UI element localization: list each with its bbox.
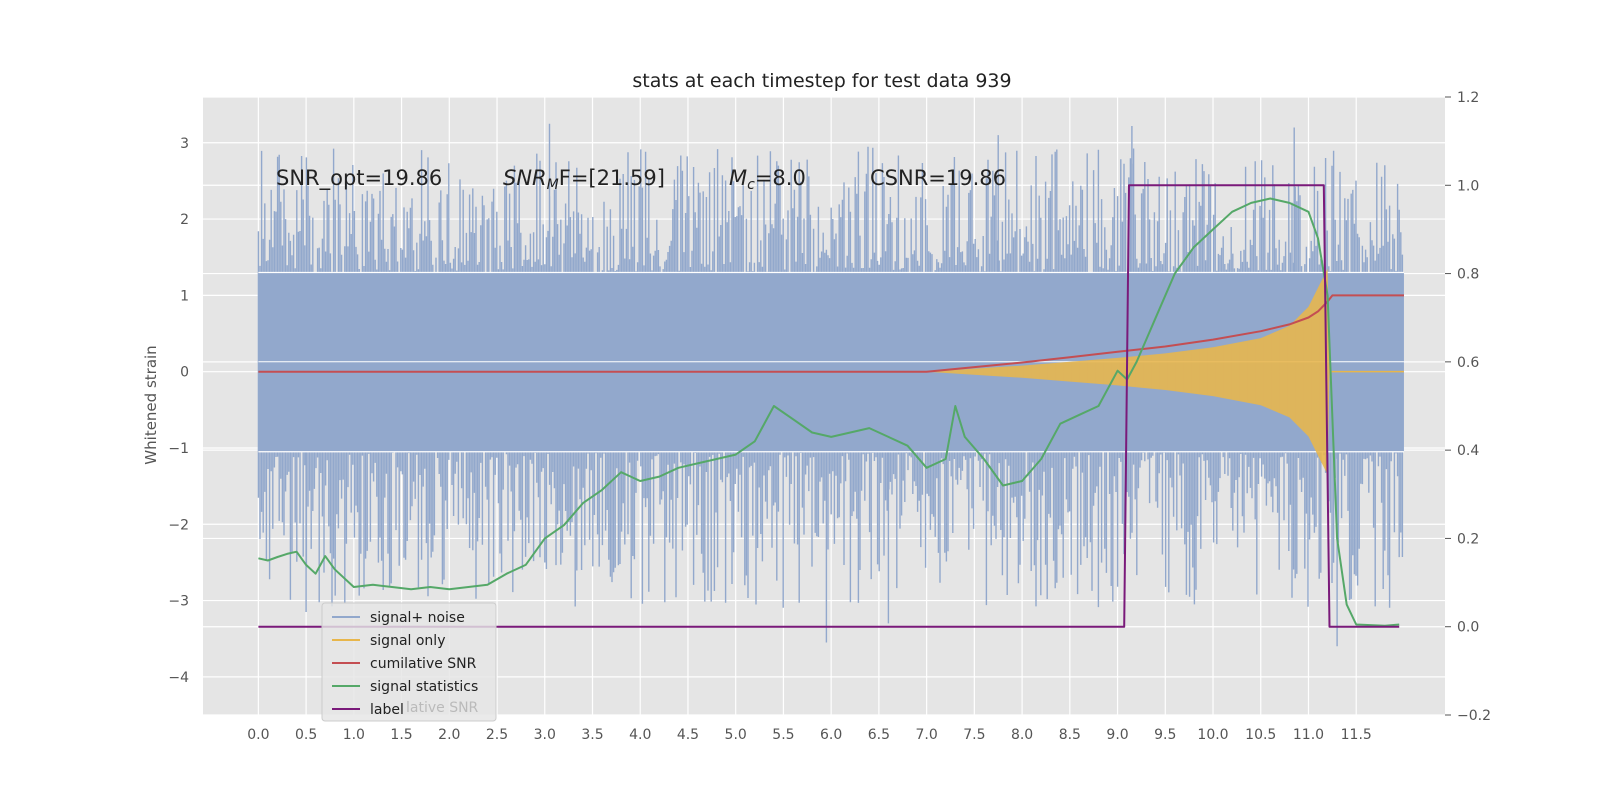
y2-tick-label: 0.4 [1457,443,1479,459]
y2-tick-label: 0.6 [1457,355,1479,371]
legend-label: label [370,702,404,718]
y-tick-label: −4 [168,670,189,686]
x-tick-label: 5.0 [725,727,747,743]
x-tick-label: 11.0 [1293,727,1324,743]
x-tick-label: 2.5 [486,727,508,743]
x-tick-label: 5.5 [772,727,794,743]
x-tick-label: 4.5 [677,727,699,743]
x-tick-label: 7.5 [963,727,985,743]
x-tick-label: 2.0 [438,727,460,743]
annotation-snr-mf: SNRMF=[21.59] [503,166,665,193]
series-line-signal-statistics [258,197,1400,627]
x-tick-label: 6.5 [868,727,890,743]
legend-label: signal only [370,633,445,649]
y2-tick-label: 0.8 [1457,267,1479,283]
y2-tick-label: 1.0 [1457,178,1479,194]
series-line-label [258,184,1400,628]
x-tick-label: 3.0 [534,727,556,743]
x-tick-label: 8.0 [1011,727,1033,743]
legend-label: signal statistics [370,679,478,695]
x-tick-label: 1.5 [390,727,412,743]
annotation-csnr: CSNR=19.86 [870,166,1006,190]
annotation-mc: Mc=8.0 [729,166,806,193]
y-tick-label: 0 [180,365,189,381]
y2-tick-label: 0.2 [1457,531,1479,547]
y-tick-labels: 3 2 1 0 −1 −2 −3 −4 [168,136,189,686]
legend: lative SNR signal+ noise signal only cumila… [321,602,497,722]
signal-only-fill [926,268,1404,475]
legend-label: cumilative SNR [370,656,477,672]
x-tick-label: 9.5 [1154,727,1176,743]
series-lines [258,184,1404,628]
legend-label: signal+ noise [370,610,465,626]
y-tick-label: −1 [168,441,189,457]
x-tick-labels: 0.0 0.5 1.0 1.5 2.0 2.5 3.0 3.5 4.0 4.5 5.0 5.5 6.0 6… [247,727,1372,743]
x-tick-label: 10.5 [1245,727,1276,743]
y2-tick-label: 1.2 [1457,90,1479,106]
y-tick-label: −2 [168,517,189,533]
x-tick-label: 9.0 [1106,727,1128,743]
x-tick-label: 1.0 [343,727,365,743]
x-tick-label: 11.5 [1341,727,1372,743]
legend-overlap-text: lative SNR [406,700,479,716]
x-tick-label: 6.0 [820,727,842,743]
y2-tick-label: 0.0 [1457,620,1479,636]
legend-box [321,602,497,722]
y-axis-label: Whitened strain [142,345,160,464]
x-tick-label: 8.5 [1059,727,1081,743]
signal-envelope [926,268,1404,475]
y-tick-label: 3 [180,136,189,152]
y-tick-label: −3 [168,594,189,610]
x-tick-label: 7.0 [915,727,937,743]
y-tick-label: 1 [180,288,189,304]
y2-tick-label: −0.2 [1457,708,1491,724]
y-tick-label: 2 [180,212,189,228]
x-tick-label: 4.0 [629,727,651,743]
annotation-snr-opt: SNR_opt=19.86 [276,166,442,191]
x-tick-label: 0.5 [295,727,317,743]
x-tick-label: 0.0 [247,727,269,743]
x-tick-label: 10.0 [1197,727,1228,743]
y2-tick-labels: 1.2 1.0 0.8 0.6 0.4 0.2 0.0 −0.2 [1445,90,1491,724]
x-tick-label: 3.5 [581,727,603,743]
chart-title: stats at each timestep for test data 939 [632,70,1011,92]
